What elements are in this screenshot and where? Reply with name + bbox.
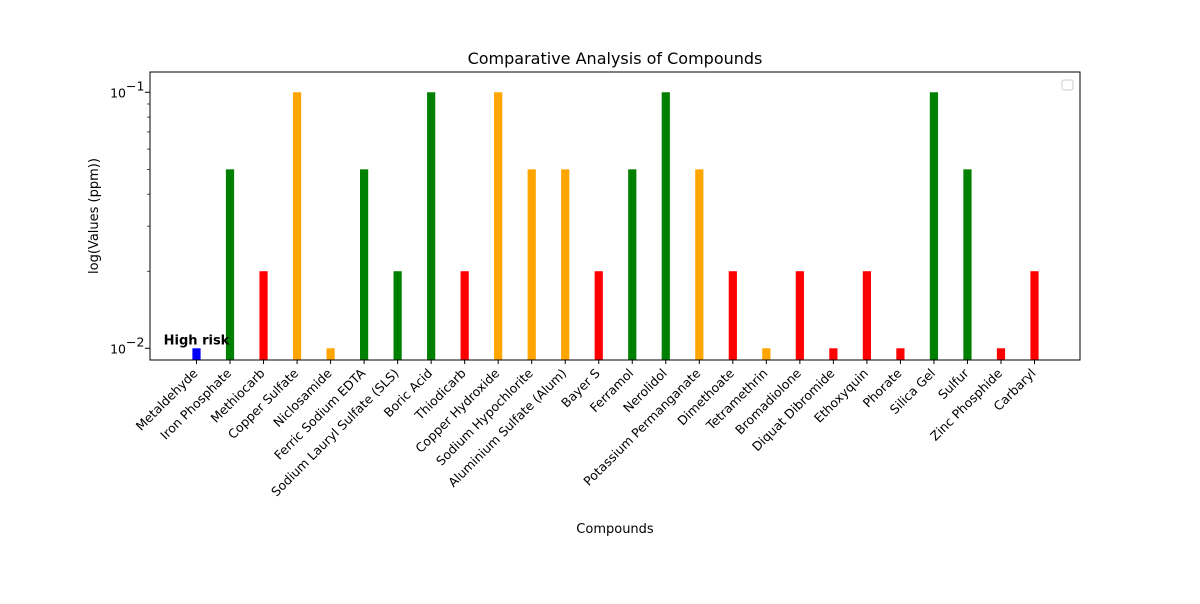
- bar-14: [661, 92, 670, 361]
- bar-8: [460, 271, 469, 360]
- y-tick-exp-0: −2: [126, 334, 144, 349]
- bar-5: [360, 169, 369, 360]
- bar-4: [326, 348, 335, 360]
- y-tick-exp-1: −1: [126, 78, 144, 93]
- annotations: High risk: [164, 333, 230, 348]
- bar-0: [192, 348, 201, 360]
- bar-19: [829, 348, 838, 360]
- bar-22: [929, 92, 939, 361]
- x-axis-label: Compounds: [576, 522, 654, 537]
- bar-24: [996, 348, 1006, 360]
- annotation-0: High risk: [164, 333, 230, 348]
- bar-9: [494, 92, 503, 361]
- bar-1: [225, 169, 235, 360]
- bar-11: [561, 169, 570, 360]
- bar-17: [762, 348, 771, 360]
- bar-25: [1030, 271, 1039, 360]
- y-axis-label: log(Values (ppm)): [87, 158, 102, 274]
- bar-20: [862, 271, 871, 360]
- bar-10: [527, 169, 536, 360]
- legend: [1061, 79, 1074, 91]
- plot-frame: [149, 71, 1081, 361]
- y-tick-label-1: 10: [110, 85, 126, 100]
- bar-16: [728, 271, 737, 360]
- bar-23: [963, 169, 972, 360]
- bar-12: [594, 271, 603, 360]
- bars-layer: [192, 92, 1039, 361]
- bar-21: [896, 348, 905, 360]
- bar-3: [292, 92, 302, 361]
- bar-13: [628, 169, 637, 360]
- bar-18: [795, 271, 804, 360]
- bar-2: [259, 271, 268, 360]
- bar-6: [393, 271, 402, 360]
- bar-7: [427, 92, 436, 361]
- bar-15: [695, 169, 704, 360]
- y-tick-label-0: 10: [110, 341, 126, 356]
- y-axis: 10−210−1: [110, 78, 150, 356]
- legend-box: [1061, 79, 1074, 91]
- chart-title: Comparative Analysis of Compounds: [468, 49, 763, 68]
